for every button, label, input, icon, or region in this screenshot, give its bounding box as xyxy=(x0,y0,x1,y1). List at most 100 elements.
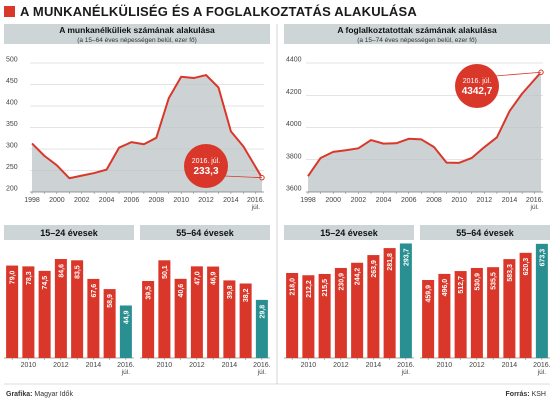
chart-title: 55–64 évesek xyxy=(176,228,235,238)
y-tick-label: 350 xyxy=(6,121,18,128)
footer-credit: Grafika: Magyar Idők xyxy=(6,391,73,398)
y-tick-label: 200 xyxy=(6,186,18,193)
x-tick-label: 2004 xyxy=(99,197,115,204)
chart-title: 15–24 évesek xyxy=(320,228,379,238)
bar-label: 39,8 xyxy=(227,285,234,299)
credit-label: Grafika: xyxy=(6,391,33,398)
bar-chart-5: 55–64 évesek 459,9 496,0 512,7 530,9 535,5 583… xyxy=(420,225,551,376)
x-tick-label: 1998 xyxy=(24,197,40,204)
bar-label: 281,8 xyxy=(387,253,394,271)
x-tick-extra: júl. xyxy=(257,369,267,376)
y-tick-label: 4200 xyxy=(286,89,302,96)
x-tick-label: 2012 xyxy=(333,362,349,369)
bar xyxy=(487,267,500,358)
bar xyxy=(438,273,451,358)
bar-label: 673,3 xyxy=(539,249,546,267)
bar xyxy=(119,305,132,358)
bar xyxy=(470,267,483,358)
bar-label: 29,8 xyxy=(259,305,266,319)
bar-label: 512,7 xyxy=(458,276,465,294)
callout-bubble xyxy=(455,64,499,108)
chart-header xyxy=(420,225,550,240)
line-chart-1: A foglalkoztatottak számának alakulása (a… xyxy=(284,24,550,211)
x-tick-label: 2016. xyxy=(117,362,135,369)
y-tick-label: 400 xyxy=(6,100,18,107)
bar xyxy=(103,289,116,358)
bar-label: 39,5 xyxy=(146,286,153,300)
x-tick-label: 2010 xyxy=(157,362,173,369)
bar xyxy=(255,299,268,358)
bar-label: 230,9 xyxy=(338,273,345,291)
x-tick-label: 2014 xyxy=(223,197,239,204)
bar xyxy=(158,260,171,358)
x-tick-label: 2008 xyxy=(426,197,442,204)
chart-title: A munkanélküliek számának alakulása xyxy=(59,25,215,35)
x-tick-label: 2014 xyxy=(502,362,518,369)
bar-label: 74,5 xyxy=(42,276,49,290)
callout-leader xyxy=(223,175,263,179)
bar xyxy=(383,248,396,358)
x-tick-extra: júl. xyxy=(530,204,540,211)
x-tick-label: 2016. xyxy=(397,362,415,369)
bar-label: 83,5 xyxy=(75,265,82,279)
x-tick-label: 2012 xyxy=(469,362,485,369)
x-tick-label: 2000 xyxy=(49,197,65,204)
x-tick-label: 2010 xyxy=(21,362,37,369)
chart-header xyxy=(140,225,270,240)
bar-label: 44,9 xyxy=(123,310,130,324)
line-chart-0: A munkanélküliek számának alakulása (a 15… xyxy=(4,24,270,211)
y-tick-label: 3800 xyxy=(286,153,302,160)
bar xyxy=(422,280,435,358)
chart-title: 55–64 évesek xyxy=(456,228,515,238)
callout-bubble xyxy=(184,144,228,188)
bar-chart-2: 15–24 évesek 79,0 78,3 74,5 84,6 83,5 67,6 58,9… xyxy=(4,225,135,376)
bar xyxy=(54,259,67,358)
chart-header xyxy=(4,225,134,240)
bar-label: 530,9 xyxy=(474,273,481,291)
y-tick-label: 4000 xyxy=(286,121,302,128)
bar-label: 620,3 xyxy=(523,258,530,276)
chart-header xyxy=(284,24,550,44)
bar xyxy=(454,271,467,358)
bar-label: 47,0 xyxy=(194,271,201,285)
x-tick-extra: júl. xyxy=(251,204,261,211)
x-tick-label: 2014 xyxy=(366,362,382,369)
y-tick-label: 3600 xyxy=(286,186,302,193)
x-tick-label: 2006 xyxy=(401,197,417,204)
bar-label: 58,9 xyxy=(107,294,114,308)
bar-label: 40,6 xyxy=(178,284,185,298)
footer-source: Forrás: KSH xyxy=(506,391,546,398)
x-tick-extra: júl. xyxy=(121,369,131,376)
x-tick-label: 2010 xyxy=(301,362,317,369)
bar xyxy=(71,260,84,358)
y-tick-label: 4400 xyxy=(286,57,302,64)
series-line xyxy=(31,74,263,180)
bar xyxy=(87,278,100,358)
x-tick-label: 2008 xyxy=(149,197,165,204)
bar xyxy=(239,283,252,358)
bar xyxy=(535,243,548,358)
bar-label: 263,9 xyxy=(371,260,378,278)
bar-label: 459,9 xyxy=(426,285,433,303)
page-title: A MUNKANÉLKÜLISÉG ÉS A FOGLALKOZTATÁS AL… xyxy=(20,4,417,19)
bar-label: 535,5 xyxy=(491,272,498,290)
bar xyxy=(399,243,412,358)
chart-subtitle: (a 15–64 éves népességen belül, ezer fő) xyxy=(77,37,197,44)
x-tick-label: 2012 xyxy=(53,362,69,369)
x-tick-label: 2002 xyxy=(351,197,367,204)
title-marker-icon xyxy=(4,6,15,17)
y-tick-label: 250 xyxy=(6,164,18,171)
bar-label: 244,2 xyxy=(355,268,362,286)
callout-value: 233,3 xyxy=(193,166,218,177)
x-tick-label: 2012 xyxy=(198,197,214,204)
bar xyxy=(334,267,347,358)
bar xyxy=(6,265,19,358)
callout-leader xyxy=(494,71,542,77)
chart-header xyxy=(284,225,414,240)
bar-chart-3: 55–64 évesek 39,5 50,1 40,6 47,0 46,9 39,8 38,2… xyxy=(140,225,271,376)
callout-value: 4342,7 xyxy=(462,86,493,97)
bar xyxy=(367,255,380,358)
bar xyxy=(302,275,315,358)
bar-label: 46,9 xyxy=(211,271,218,285)
